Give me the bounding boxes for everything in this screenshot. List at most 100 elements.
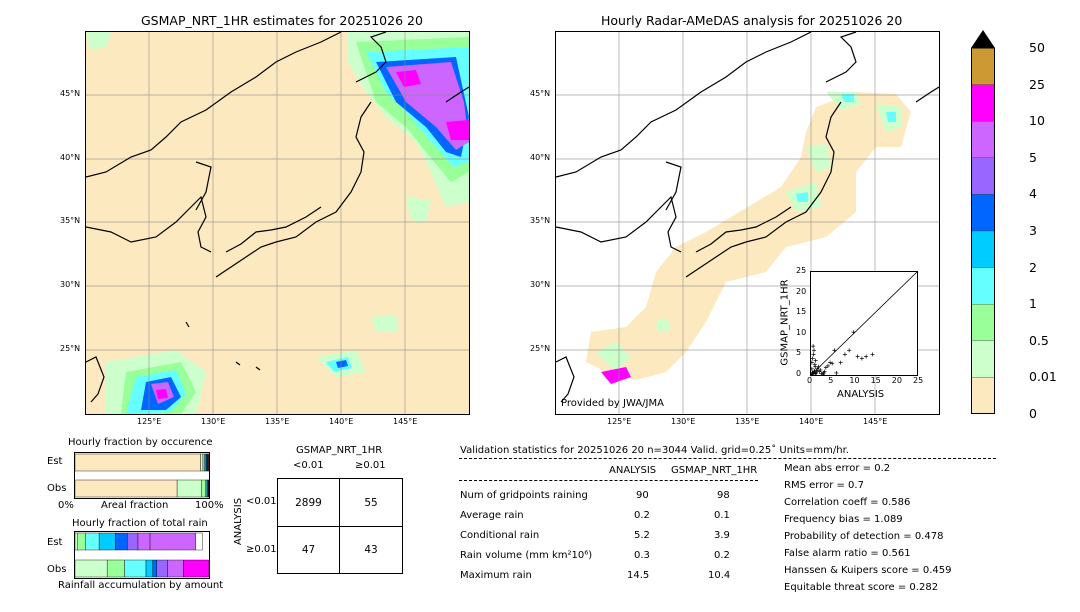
occurrence-label-obs: Obs	[47, 483, 67, 494]
validation-score: Correlation coeff = 0.586	[784, 497, 911, 508]
scatter-point	[810, 370, 815, 375]
colorbar-band	[970, 121, 996, 158]
fraction-segment	[106, 559, 125, 578]
scatter-point	[815, 366, 820, 371]
rain-fraction-chart	[74, 531, 210, 579]
scatter-xtick: 20	[891, 376, 902, 385]
rain-fraction-label-obs: Obs	[47, 564, 67, 575]
right-lat-label: 35°N	[530, 216, 551, 225]
colorbar-tick-label: 3	[1029, 223, 1037, 238]
validation-row-label: Average rain	[460, 510, 524, 521]
right-rain-cyan	[796, 94, 896, 202]
left-map-title: GSMAP_NRT_1HR estimates for 20251026 20	[141, 13, 423, 28]
validation-col-analysis: ANALYSIS	[609, 465, 657, 476]
right-map-coastlines	[556, 32, 939, 403]
colorbar-tick-label: 2	[1029, 259, 1037, 275]
colorbar-extend-triangle	[971, 30, 995, 48]
fraction-segment	[202, 453, 205, 472]
scatter-point	[816, 364, 821, 369]
colorbar-outline	[971, 47, 995, 414]
scatter-point	[828, 360, 833, 365]
scatter-point	[811, 344, 816, 349]
right-lon-label: 130°E	[671, 417, 696, 426]
right-lat-label: 25°N	[530, 344, 551, 353]
occurrence-label-est: Est	[47, 456, 63, 467]
fraction-segment	[195, 532, 203, 551]
scatter-point	[822, 369, 827, 374]
colorbar-band	[970, 340, 996, 378]
validation-row-gsmap: 0.2	[714, 550, 730, 561]
left-lat-label: 45°N	[60, 89, 81, 98]
scatter-point	[814, 368, 819, 373]
fraction-segment	[167, 559, 184, 578]
fraction-segment	[200, 453, 204, 472]
validation-score: Equitable threat score = 0.282	[784, 582, 939, 593]
occurrence-title: Hourly fraction by occurence	[68, 437, 213, 448]
fraction-segment	[145, 559, 153, 578]
fraction-segment	[115, 532, 128, 551]
scatter-xlabel: ANALYSIS	[837, 389, 885, 400]
fraction-segment	[201, 479, 206, 498]
colorbar	[970, 30, 996, 415]
contingency-row-1: ≥0.01	[246, 544, 277, 555]
left-map	[85, 31, 470, 415]
scatter-point	[809, 366, 814, 371]
colorbar-band	[970, 84, 996, 122]
contingency-row-axis: ANALYSIS	[233, 497, 245, 546]
right-map-gridlines	[556, 32, 939, 414]
validation-row-label: Conditional rain	[460, 530, 540, 541]
scatter-inset	[809, 271, 918, 377]
validation-col-gsmap: GSMAP_NRT_1HR	[671, 465, 758, 476]
validation-row-analysis: 0.3	[634, 550, 650, 561]
rain-fraction-xlabel: Rainfall accumulation by amount	[58, 580, 224, 591]
left-map-gridlines	[86, 32, 469, 414]
fraction-segment	[74, 532, 78, 551]
fraction-segment	[137, 532, 151, 551]
validation-row-label: Num of gridpoints raining	[460, 490, 588, 501]
occurrence-xlabel: Areal fraction	[101, 500, 169, 511]
colorbar-graphic	[970, 30, 996, 415]
rain-fraction-label-est: Est	[47, 537, 63, 548]
scatter-point	[870, 352, 875, 357]
scatter-diagonal	[810, 271, 918, 376]
fraction-segment	[98, 532, 116, 551]
left-lat-label: 40°N	[60, 153, 81, 162]
right-lon-label: 125°E	[607, 417, 632, 426]
right-lon-label: 140°E	[799, 417, 824, 426]
scatter-point	[825, 363, 830, 368]
scatter-xtick: 0	[807, 376, 813, 385]
fraction-segment	[183, 559, 210, 578]
rain-fraction-bars	[74, 532, 210, 578]
left-lat-label: 30°N	[60, 280, 81, 289]
left-lon-label: 130°E	[201, 417, 226, 426]
fraction-segment	[156, 559, 168, 578]
scatter-point	[859, 356, 864, 361]
colorbar-tick-label: 50	[1029, 40, 1045, 55]
left-lon-label: 145°E	[393, 417, 418, 426]
scatter-point	[809, 360, 814, 365]
rain-fraction-title: Hourly fraction of total rain	[72, 518, 208, 529]
validation-row-analysis: 14.5	[627, 570, 650, 581]
contingency-cell: 47	[301, 544, 316, 556]
colorbar-band	[970, 304, 996, 341]
left-map-coastlines	[86, 32, 469, 403]
fraction-segment	[149, 532, 196, 551]
colorbar-band	[970, 194, 996, 232]
colorbar-band	[970, 47, 996, 85]
scatter-point	[812, 369, 817, 374]
colorbar-tick-label: 1	[1029, 296, 1037, 312]
validation-row-gsmap: 3.9	[714, 530, 730, 541]
scatter-point	[834, 370, 839, 375]
scatter-point	[823, 365, 828, 370]
occurrence-chart	[74, 452, 210, 499]
occurrence-tick-100: 100%	[195, 500, 224, 511]
validation-row-analysis: 90	[636, 490, 649, 501]
validation-score: RMS error = 0.7	[784, 480, 864, 491]
right-map-title: Hourly Radar-AMeDAS analysis for 2025102…	[601, 13, 903, 28]
validation-score: Frequency bias = 1.089	[784, 514, 903, 525]
left-rain-magenta	[156, 70, 469, 399]
scatter-point	[864, 354, 869, 359]
fraction-segment	[74, 479, 178, 498]
colorbar-band	[970, 230, 996, 268]
right-lon-label: 145°E	[863, 417, 888, 426]
